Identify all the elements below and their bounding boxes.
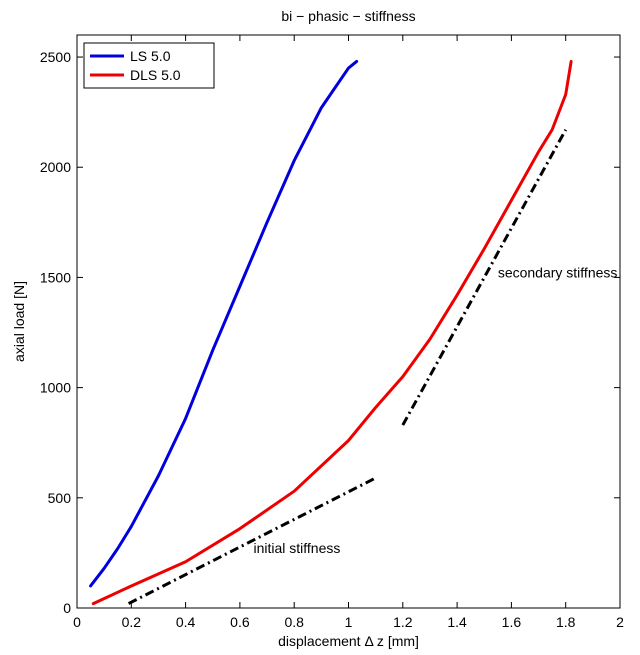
initial-stiffness-line (127, 476, 377, 605)
x-tick-label: 0.2 (122, 614, 142, 630)
x-tick-label: 0.4 (176, 614, 196, 630)
y-tick-label: 2500 (40, 49, 71, 65)
y-tick-label: 2000 (40, 159, 71, 175)
x-tick-label: 1 (345, 614, 353, 630)
chart-title: bi − phasic − stiffness (281, 8, 415, 24)
y-axis-label: axial load [N] (11, 281, 27, 362)
x-tick-label: 0 (73, 614, 81, 630)
annotation-initial-stiffness: initial stiffness (253, 540, 340, 556)
y-tick-label: 500 (48, 490, 72, 506)
legend: LS 5.0 DLS 5.0 (83, 42, 215, 89)
x-tick-label: 1.6 (502, 614, 522, 630)
x-tick-label: 0.8 (284, 614, 304, 630)
series-line-ls-5-0 (89, 59, 359, 588)
x-tick-label: 1.4 (447, 614, 467, 630)
y-tick-label: 1000 (40, 380, 71, 396)
tick-group: 0 0.2 0.4 0.6 0.8 1 1.2 1.4 1.6 1.8 2 0 500 1000 1500 2… (40, 35, 624, 630)
plot-area (76, 34, 621, 609)
series-line-dls-5-0 (91, 59, 573, 606)
legend-label: DLS 5.0 (130, 67, 181, 83)
series-layer (89, 59, 573, 606)
y-tick-label: 1500 (40, 269, 71, 285)
x-tick-label: 2 (616, 614, 624, 630)
y-tick-label: 0 (63, 600, 71, 616)
x-axis-label: displacement Δ z [mm] (278, 633, 419, 649)
x-tick-label: 0.6 (230, 614, 250, 630)
annotation-secondary-stiffness: secondary stiffness (498, 264, 618, 280)
legend-label: LS 5.0 (130, 48, 171, 64)
x-tick-label: 1.2 (393, 614, 413, 630)
annotation-layer: initial stiffness secondary stiffness (253, 264, 617, 555)
x-tick-label: 1.8 (556, 614, 576, 630)
legend-box (83, 42, 215, 89)
